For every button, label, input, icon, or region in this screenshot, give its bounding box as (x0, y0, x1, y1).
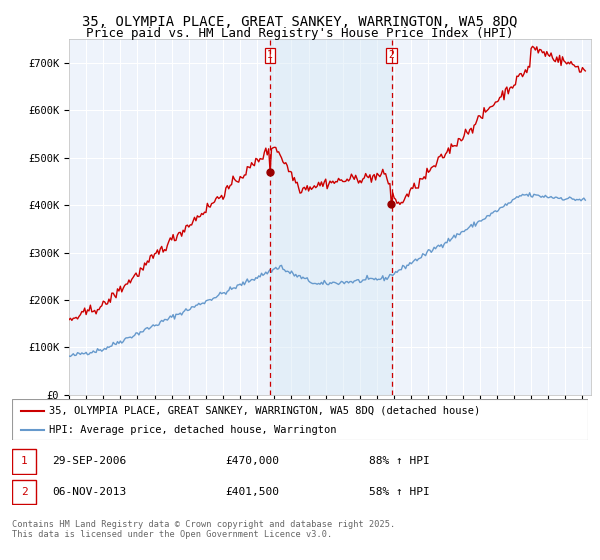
Text: 88% ↑ HPI: 88% ↑ HPI (369, 456, 430, 466)
Text: 58% ↑ HPI: 58% ↑ HPI (369, 487, 430, 497)
Text: 1: 1 (21, 456, 28, 466)
Text: Price paid vs. HM Land Registry's House Price Index (HPI): Price paid vs. HM Land Registry's House … (86, 27, 514, 40)
Text: HPI: Average price, detached house, Warrington: HPI: Average price, detached house, Warr… (49, 424, 337, 435)
Bar (12, 449, 36, 474)
Text: 1: 1 (267, 50, 273, 60)
Bar (12, 479, 36, 504)
Text: 35, OLYMPIA PLACE, GREAT SANKEY, WARRINGTON, WA5 8DQ: 35, OLYMPIA PLACE, GREAT SANKEY, WARRING… (82, 15, 518, 29)
Bar (270, 39, 392, 395)
Text: Contains HM Land Registry data © Crown copyright and database right 2025.
This d: Contains HM Land Registry data © Crown c… (12, 520, 395, 539)
Text: 35, OLYMPIA PLACE, GREAT SANKEY, WARRINGTON, WA5 8DQ (detached house): 35, OLYMPIA PLACE, GREAT SANKEY, WARRING… (49, 405, 481, 416)
Text: 2: 2 (21, 487, 28, 497)
Text: 29-SEP-2006: 29-SEP-2006 (52, 456, 127, 466)
Text: 2: 2 (389, 50, 395, 60)
Text: £401,500: £401,500 (225, 487, 279, 497)
Text: £470,000: £470,000 (225, 456, 279, 466)
Text: 06-NOV-2013: 06-NOV-2013 (52, 487, 127, 497)
